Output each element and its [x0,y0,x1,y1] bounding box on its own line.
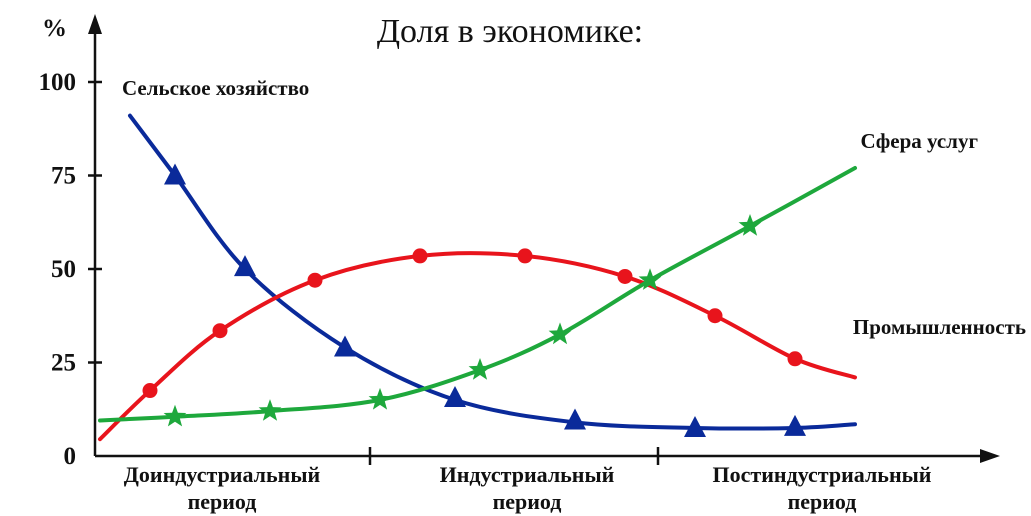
data-point [684,415,706,437]
period-label: Индустриальный [440,462,615,487]
series-line [98,251,857,442]
data-point [738,214,762,236]
y-tick-labels: 0 25 50 75 100 [39,69,102,470]
data-point [468,358,492,380]
y-tick-label: 50 [51,256,76,283]
y-axis-label: % [42,15,67,42]
data-point [307,272,323,288]
series-star [98,166,857,427]
series-line [98,166,857,423]
series-labels: Сельское хозяйство Промышленность Сфера ус… [122,76,1026,339]
y-tick-label: 100 [39,69,77,96]
data-point [638,268,662,290]
period-labels: Доиндустриальный период Индустриальный п… [124,462,932,514]
period-label: период [493,489,562,514]
period-label: период [788,489,857,514]
chart-title: Доля в экономике: [377,13,643,50]
y-tick-label: 25 [51,350,76,377]
data-point [142,383,158,399]
chart-axes [88,14,1000,465]
series-circle [98,248,857,442]
data-point [617,268,633,284]
series-label: Сельское хозяйство [122,76,309,100]
series-label: Промышленность [853,315,1026,339]
chart-series [98,113,857,442]
series-label: Сфера услуг [861,129,978,153]
data-point [412,248,428,264]
x-axis-arrow-icon [980,449,1000,463]
data-point [517,248,533,264]
data-point [163,404,187,427]
data-point [212,323,228,339]
y-axis-arrow-icon [88,14,102,34]
series-triangle [128,113,857,437]
data-point [444,386,466,408]
y-tick-label: 0 [64,443,77,470]
y-tick-label: 75 [51,163,76,190]
data-point [234,255,256,277]
period-label: Постиндустриальный [713,462,932,487]
period-label: период [188,489,257,514]
data-point [258,399,282,421]
data-point [164,163,186,185]
data-point [368,387,392,410]
data-point [334,335,356,357]
data-point [707,308,723,324]
period-label: Доиндустриальный [124,462,321,487]
data-point [548,322,572,345]
data-point [787,351,803,367]
data-point [564,408,586,430]
data-point [784,414,806,436]
